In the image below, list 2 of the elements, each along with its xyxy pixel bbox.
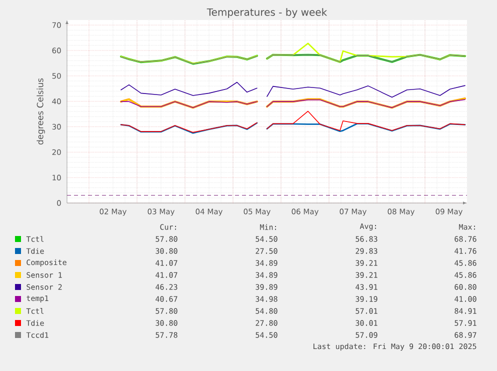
y-axis-title: degrees Celsius — [36, 78, 45, 145]
chart-title: Temperatures - by week — [206, 8, 328, 18]
